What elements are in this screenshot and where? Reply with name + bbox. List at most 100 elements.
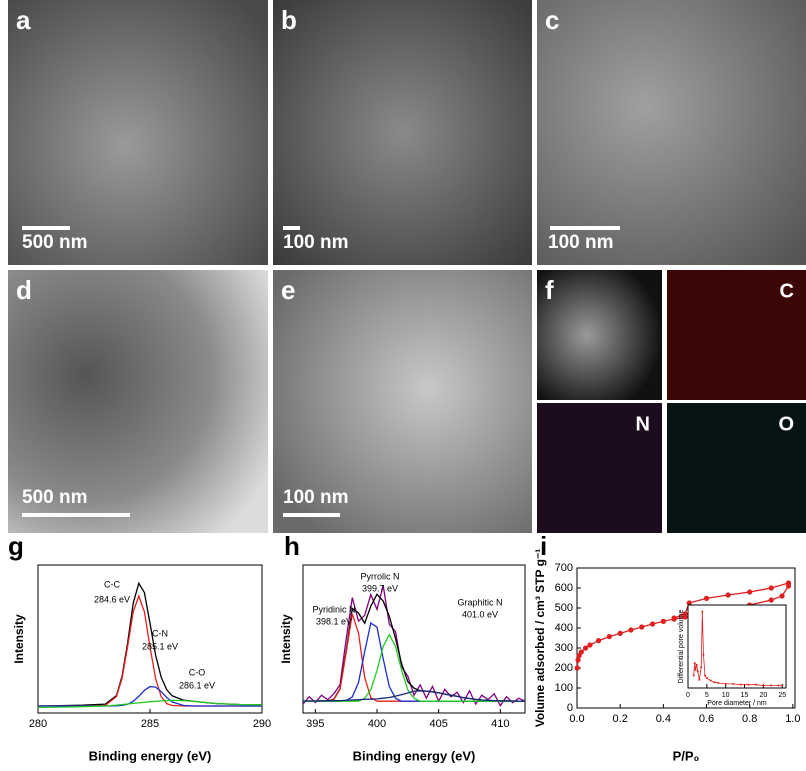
panel-label: c — [545, 5, 559, 35]
annotation: C-N — [152, 628, 168, 638]
inset-point — [777, 684, 780, 687]
data-point — [747, 589, 753, 595]
x-tick-label: 400 — [368, 718, 386, 730]
data-point — [639, 624, 645, 630]
annotation: 401.0 eV — [462, 609, 498, 619]
data-point — [686, 600, 692, 606]
panel-label: O — [778, 413, 794, 435]
inset-point — [781, 684, 784, 687]
micrograph — [273, 270, 532, 533]
x-tick-label: 0.4 — [656, 713, 671, 725]
x-tick-label: 285 — [141, 718, 159, 730]
annotation: C-C — [104, 579, 120, 589]
inset-point — [692, 674, 695, 677]
plot-frame — [687, 604, 787, 689]
x-tick-label: 10 — [722, 692, 730, 699]
series-line — [38, 699, 262, 709]
inset-point — [705, 677, 708, 680]
inset-point — [701, 610, 704, 613]
data-point — [785, 580, 792, 586]
plot-frame — [302, 564, 526, 714]
micrograph — [537, 0, 806, 265]
panel-label: e — [281, 275, 295, 305]
x-tick-label: 0.8 — [742, 713, 757, 725]
panel-label: f — [545, 275, 554, 305]
annotation: Pyridinic N — [312, 604, 355, 614]
series-line — [38, 685, 262, 707]
data-point — [575, 657, 581, 663]
scale-bar-label: 500 nm — [22, 232, 87, 253]
micrograph — [537, 270, 662, 400]
micrograph — [273, 0, 532, 265]
data-point — [628, 627, 634, 633]
x-tick-label: 0.6 — [699, 713, 714, 725]
scale-bar-label: 500 nm — [22, 487, 87, 508]
annotation: 286.1 eV — [179, 680, 215, 690]
panel-label: b — [281, 5, 297, 35]
annotation: Pyrrolic N — [360, 571, 399, 581]
annotation: 398.1 eV — [316, 616, 352, 626]
data-point — [574, 665, 580, 671]
y-tick-label: 500 — [555, 602, 573, 614]
y-tick-label: 0 — [567, 702, 573, 714]
y-tick-label: 200 — [555, 662, 573, 674]
data-point — [768, 585, 774, 591]
annotation: 285.1 eV — [142, 641, 178, 651]
inset-point — [693, 662, 696, 665]
micrograph — [667, 270, 806, 400]
data-point — [682, 611, 688, 617]
inset-point — [762, 684, 765, 687]
plot-frame — [37, 564, 263, 714]
inset-point — [709, 679, 712, 682]
data-point — [649, 621, 656, 627]
inset-point — [698, 678, 701, 681]
y-tick-label: 400 — [555, 622, 573, 634]
data-point — [703, 595, 710, 602]
x-tick-label: 0.2 — [613, 713, 628, 725]
inset-point — [694, 668, 697, 671]
x-tick-label: 25 — [778, 692, 786, 699]
series-line — [303, 690, 525, 702]
y-tick-label: 100 — [555, 682, 573, 694]
data-point — [660, 618, 666, 625]
inset-point — [732, 682, 735, 685]
y-axis-label: Volume adsorbed / cm³ STP g⁻¹ — [533, 549, 547, 728]
x-axis-label: P/P₀ — [673, 748, 700, 763]
annotation: 284.6 eV — [94, 594, 130, 604]
micrograph — [537, 403, 662, 533]
scale-bar-label: 100 nm — [283, 232, 348, 253]
y-axis-label: Intensity — [279, 614, 293, 664]
x-tick-label: 290 — [253, 718, 271, 730]
micrograph — [8, 270, 268, 533]
inset-point — [695, 663, 698, 666]
data-point — [595, 638, 602, 644]
data-point — [768, 597, 774, 603]
panel-label: C — [780, 280, 794, 302]
inset-y-label: Differential pore volume — [678, 610, 685, 684]
data-point — [606, 634, 612, 640]
inset-point — [717, 682, 720, 685]
y-tick-label: 700 — [555, 562, 573, 574]
annotation: C-O — [189, 667, 206, 677]
panel-label: i — [540, 531, 547, 561]
inset-point — [754, 683, 757, 686]
data-point — [578, 649, 584, 655]
panel-label: a — [16, 5, 31, 35]
inset-point — [703, 674, 706, 677]
x-tick-label: 0.0 — [569, 713, 584, 725]
inset-point — [713, 681, 716, 684]
panel-label: g — [8, 531, 24, 561]
micrograph — [667, 403, 806, 533]
x-tick-label: 5 — [705, 692, 709, 699]
data-point — [583, 645, 589, 651]
plot-frame — [576, 567, 796, 709]
x-axis-label: Binding energy (eV) — [353, 748, 476, 763]
annotation: 399.7 eV — [362, 583, 398, 593]
data-point — [587, 642, 593, 648]
y-tick-label: 600 — [555, 582, 573, 594]
y-tick-label: 300 — [555, 642, 573, 654]
inset-point — [696, 670, 699, 673]
data-point — [725, 592, 731, 598]
x-tick-label: 20 — [759, 692, 767, 699]
panel-label: N — [636, 413, 650, 435]
